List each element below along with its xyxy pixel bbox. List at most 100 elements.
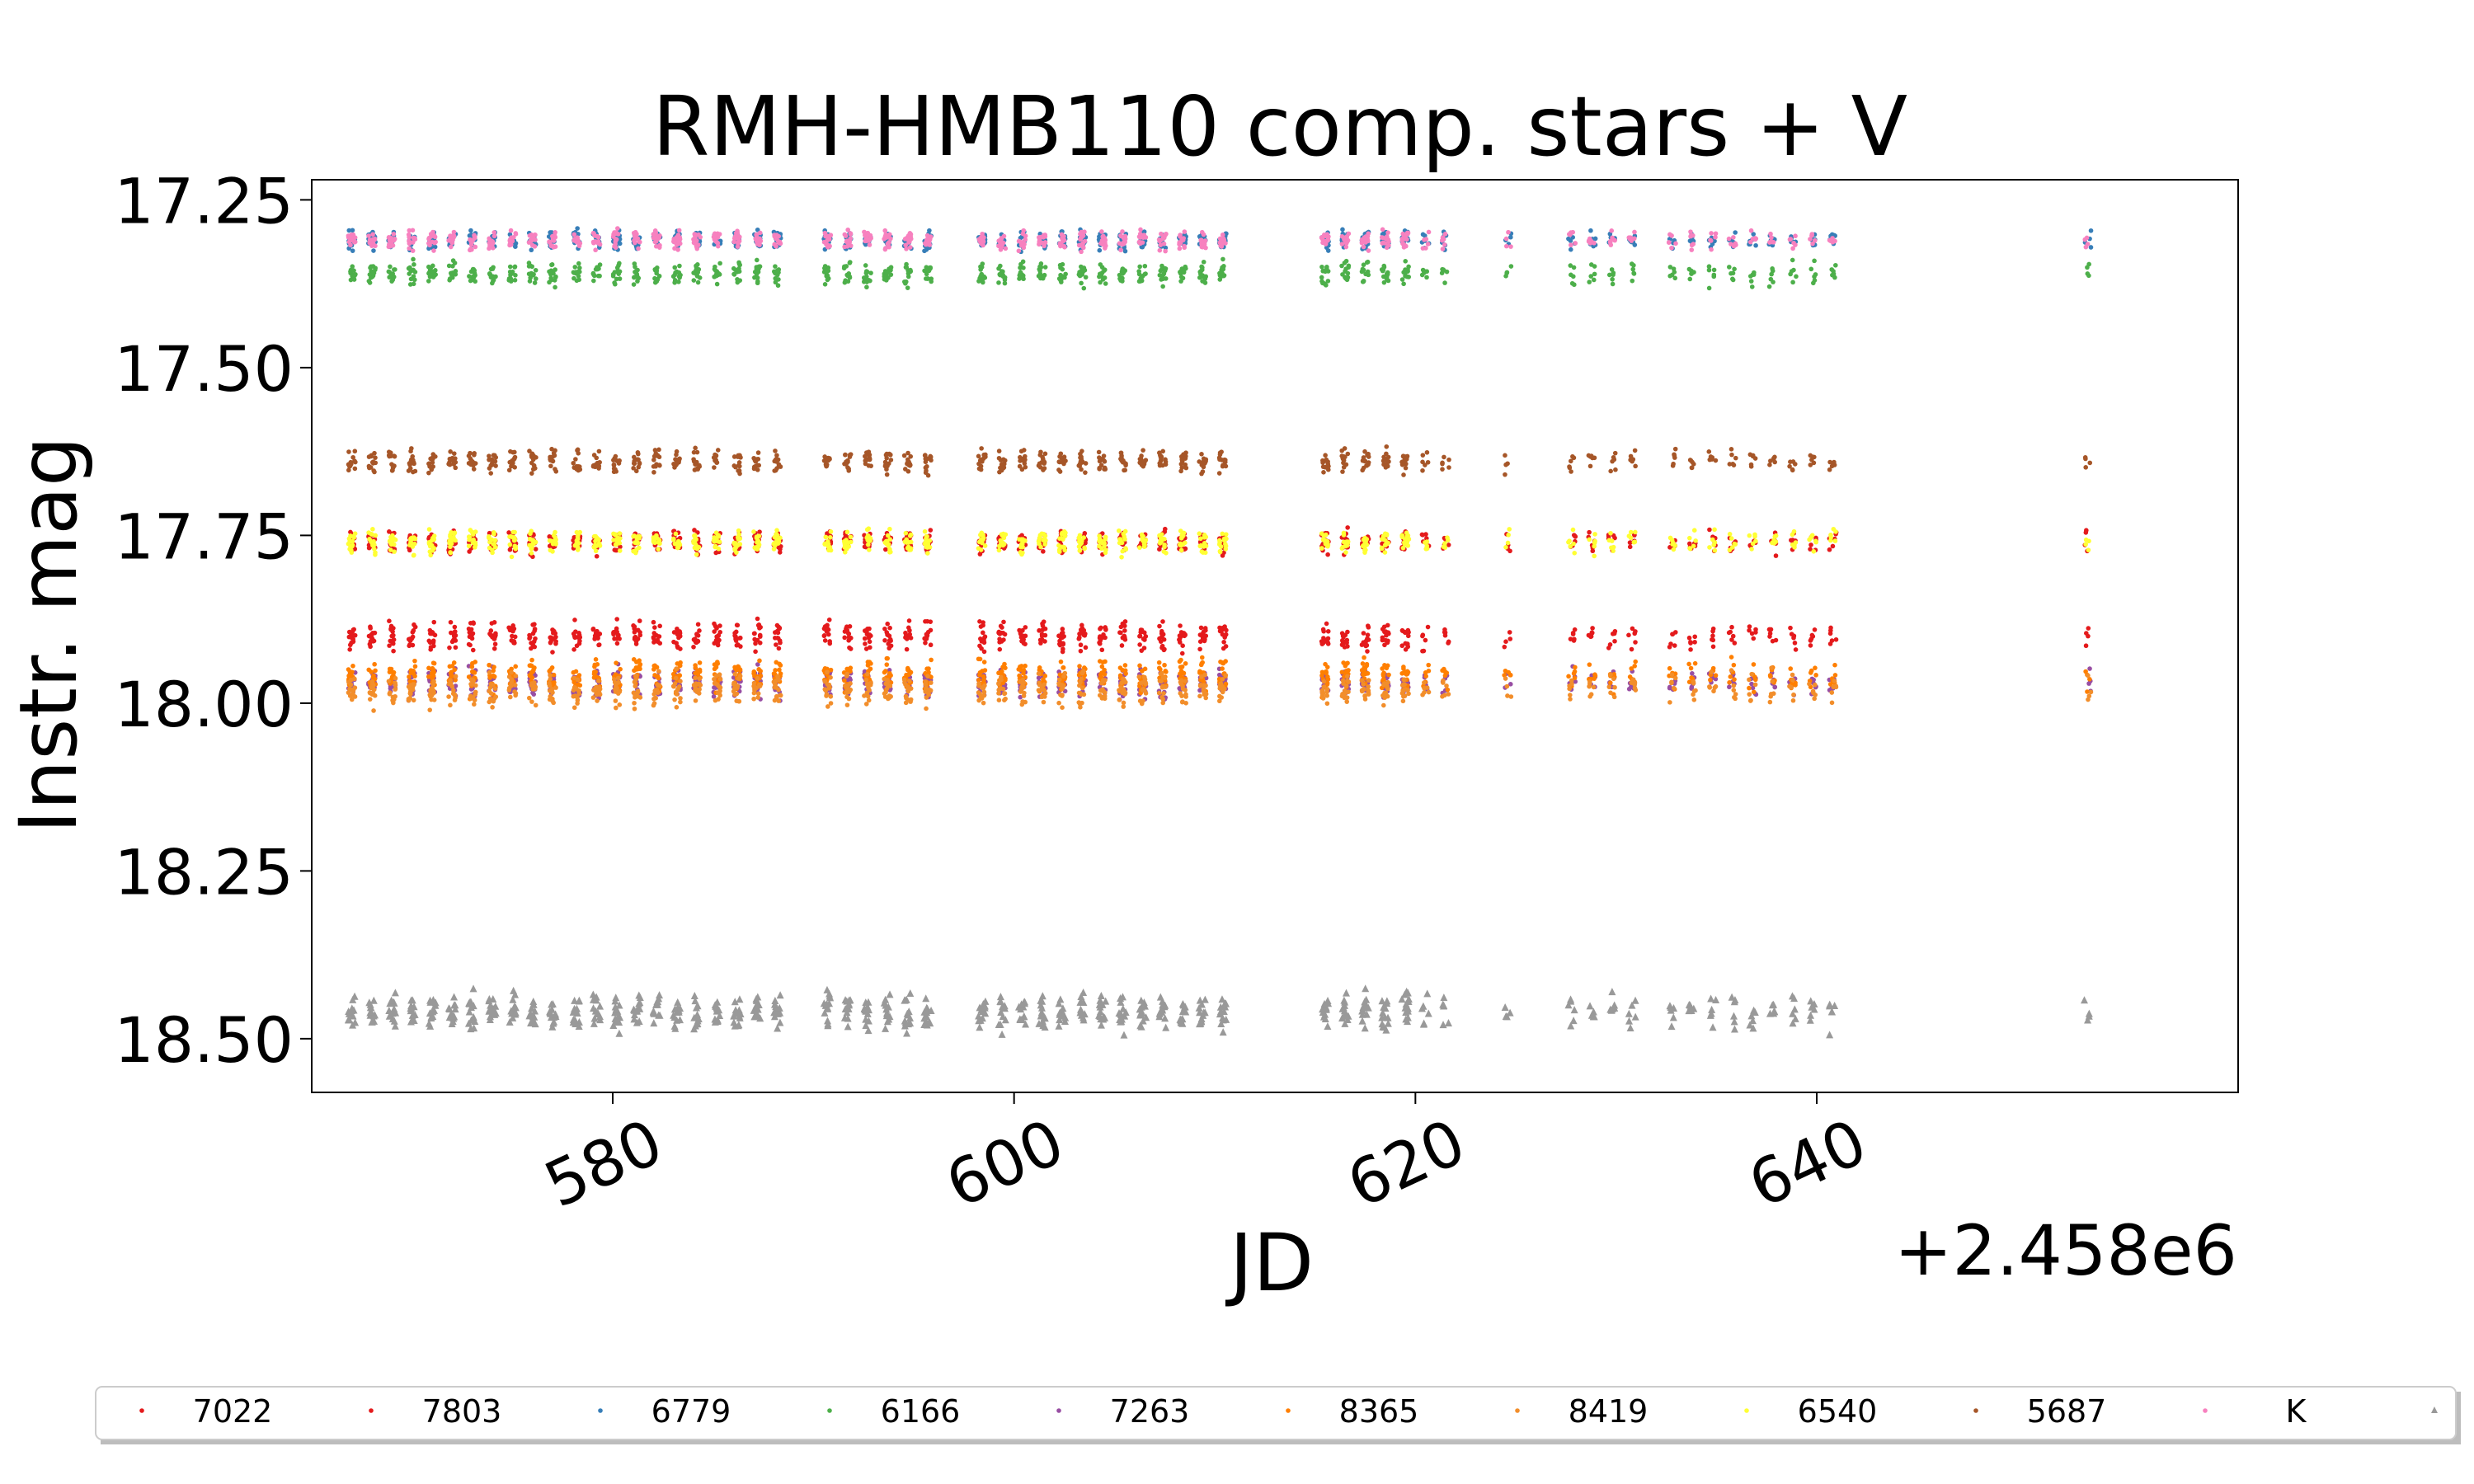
data-point: [387, 692, 393, 697]
data-point: [978, 624, 984, 629]
data-point: [533, 702, 539, 708]
data-point: [1161, 271, 1167, 276]
data-point: [1039, 637, 1045, 642]
data-point: [1219, 267, 1225, 272]
data-point: [1221, 256, 1225, 262]
data-point: [506, 685, 512, 691]
data-point: [731, 682, 736, 687]
data-point: [1612, 638, 1617, 644]
data-point: [590, 695, 596, 700]
data-point: [882, 637, 887, 643]
data-point: [550, 650, 555, 655]
data-point: [1808, 670, 1813, 675]
data-point: [1359, 642, 1365, 647]
data-point: [611, 632, 616, 637]
data-point: [571, 275, 576, 281]
data-point: [1609, 267, 1615, 272]
data-point: [1122, 678, 1126, 683]
data-point: [1794, 274, 1799, 279]
data-point: [774, 693, 779, 699]
data-point: [908, 686, 914, 691]
data-point: [1057, 262, 1063, 268]
data-point: [1729, 624, 1734, 630]
data-point: [846, 696, 852, 702]
data-point: [1061, 674, 1066, 679]
data-point: [773, 264, 778, 269]
data-point: [864, 629, 869, 635]
data-point: [1629, 646, 1634, 652]
data-point: [1079, 280, 1084, 286]
data-point: [473, 683, 478, 688]
data-point: [1000, 269, 1005, 275]
data-point: [391, 267, 397, 272]
data-point: [1181, 631, 1187, 636]
data-point: [888, 643, 894, 649]
data-point: [470, 678, 476, 683]
data-point: [1442, 627, 1447, 632]
data-point: [1159, 670, 1164, 676]
data-point: [735, 269, 740, 275]
data-point: [1590, 626, 1595, 631]
data-point: [864, 671, 870, 677]
data-point: [1446, 639, 1451, 645]
data-point: [883, 547, 888, 552]
data-point: [473, 692, 478, 697]
data-point: [928, 619, 934, 624]
data-point: [1365, 649, 1370, 654]
data-point: [612, 679, 618, 685]
data-point: [1360, 661, 1366, 666]
data-point: [546, 234, 552, 239]
data-point: [1042, 265, 1048, 270]
data-point: [1788, 625, 1793, 631]
data-point: [1137, 698, 1143, 703]
data-point: [1751, 662, 1757, 667]
data-point: [411, 281, 416, 287]
data-point: [491, 673, 496, 679]
data-point: [594, 684, 600, 690]
data-point: [467, 549, 472, 554]
data-point: [346, 228, 352, 233]
data-point: [1706, 285, 1712, 291]
data-point: [1143, 691, 1149, 696]
data-point: [1572, 533, 1578, 538]
data-point: [510, 633, 515, 639]
data-point: [428, 645, 434, 650]
data-point: [1360, 266, 1366, 272]
data-point: [1421, 648, 1427, 654]
data-point: [371, 248, 376, 253]
data-point: [996, 680, 1001, 686]
data-point: [922, 248, 927, 254]
data-point: [1344, 637, 1350, 643]
data-point: [2084, 528, 2089, 533]
data-point: [1122, 623, 1127, 628]
data-point: [678, 679, 683, 684]
data-point: [908, 635, 914, 641]
data-point: [1606, 272, 1612, 278]
data-point: [996, 697, 1002, 703]
data-point: [1020, 681, 1025, 687]
data-point: [350, 264, 355, 270]
data-point: [1401, 281, 1406, 287]
data-point: [492, 636, 497, 641]
data-point: [692, 528, 697, 533]
data-point: [595, 265, 600, 270]
data-point: [884, 662, 890, 667]
data-point: [571, 705, 577, 711]
data-point: [981, 660, 987, 665]
data-point: [1588, 228, 1593, 233]
data-point: [473, 660, 478, 665]
data-point: [715, 640, 721, 646]
data-point: [1422, 270, 1427, 275]
data-point: [1118, 630, 1123, 636]
data-point: [1631, 271, 1637, 276]
data-point: [1081, 265, 1087, 270]
data-point: [1020, 275, 1026, 280]
data-point: [1019, 687, 1024, 692]
data-point: [735, 685, 740, 690]
data-point: [1001, 637, 1006, 642]
data-point: [1041, 274, 1046, 279]
data-point: [616, 270, 621, 275]
data-point: [550, 627, 555, 632]
data-point: [1766, 284, 1772, 289]
data-point: [370, 674, 376, 680]
